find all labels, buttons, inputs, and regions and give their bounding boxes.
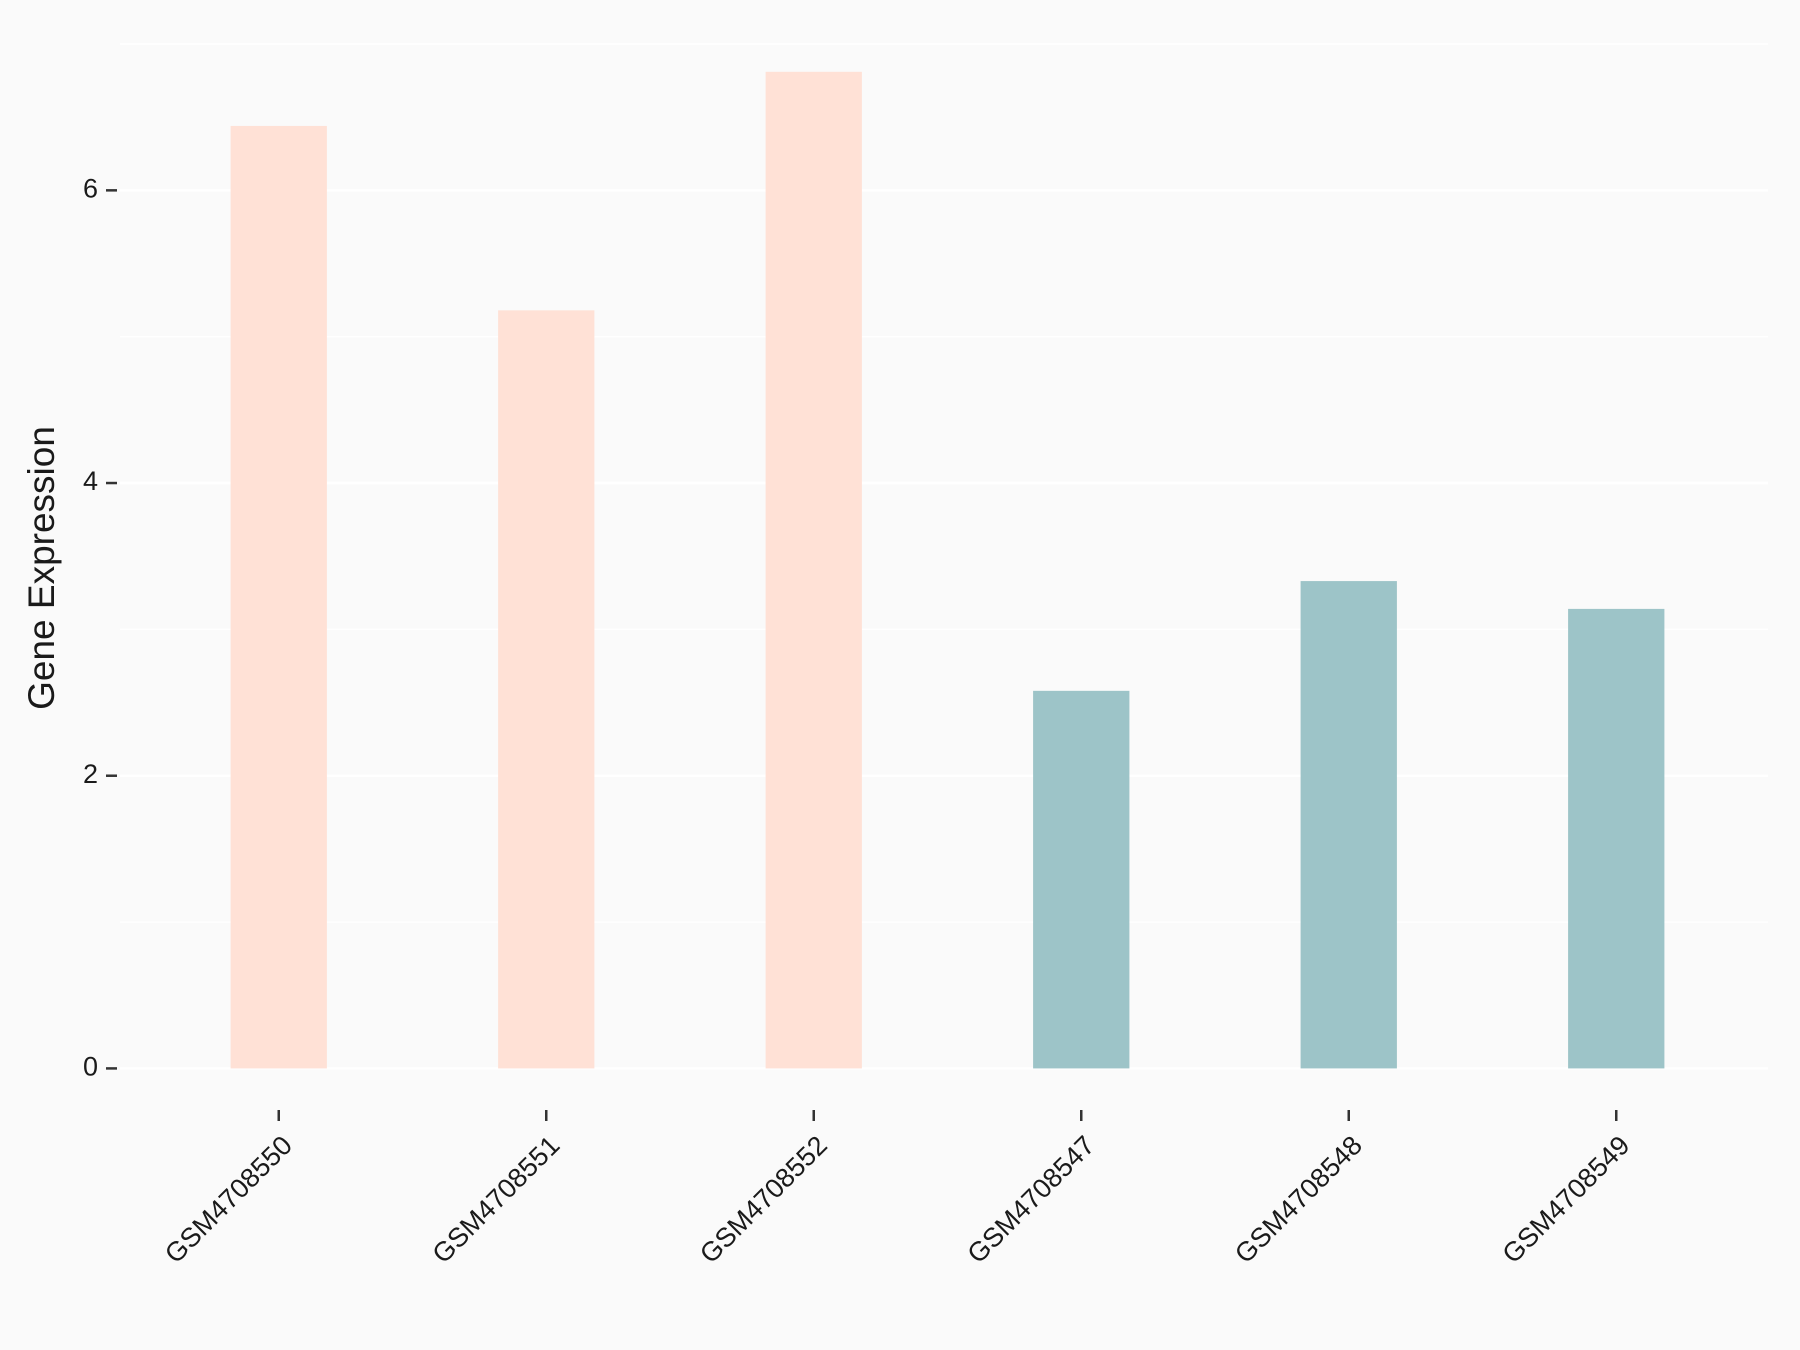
bar — [230, 125, 327, 1069]
bar — [498, 310, 595, 1069]
bar — [1300, 581, 1397, 1069]
y-tick-label: 2 — [83, 759, 98, 789]
y-axis-label: Gene Expression — [21, 426, 62, 710]
y-tick-label: 0 — [83, 1052, 98, 1082]
bar — [1033, 690, 1130, 1069]
y-tick-label: 6 — [83, 173, 98, 203]
bar — [1568, 608, 1665, 1069]
y-tick-label: 4 — [83, 466, 98, 496]
bar — [765, 71, 862, 1069]
